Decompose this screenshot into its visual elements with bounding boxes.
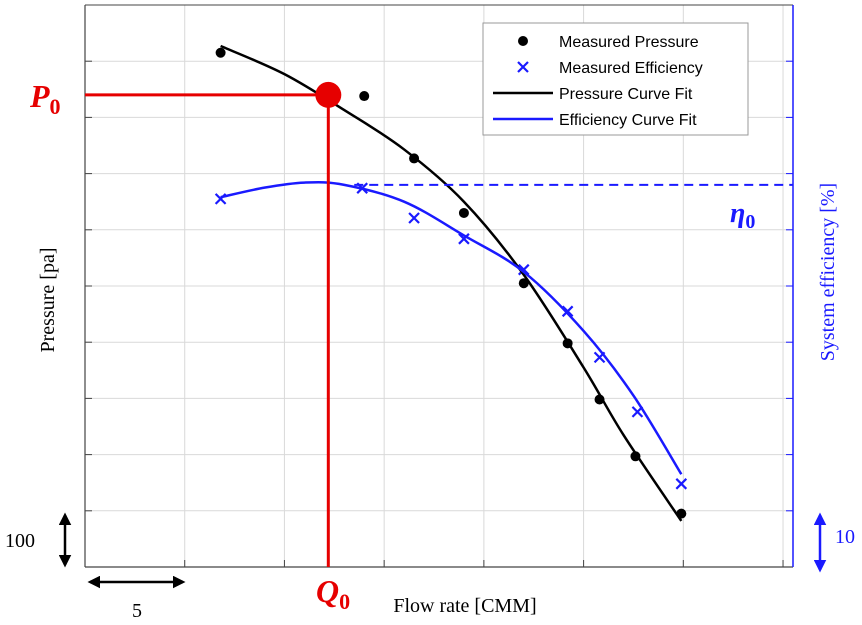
y2-axis-label: System efficiency [%] — [817, 183, 839, 361]
p0-label-sub: 0 — [50, 94, 61, 119]
data-point-efficiency — [517, 263, 530, 276]
y2-scale-bar: 10 — [813, 512, 855, 573]
q0-label-main: Q — [316, 573, 339, 609]
series-layer — [214, 44, 688, 522]
series-efficiency-curve-fit — [220, 181, 683, 475]
annotation-layer — [85, 81, 793, 567]
series-measured-efficiency — [214, 182, 688, 490]
p0-label-main: P — [29, 78, 50, 114]
eta0-label-sub: 0 — [745, 211, 755, 233]
p0-label: P0 — [29, 78, 61, 119]
y-scale-label: 100 — [5, 530, 35, 552]
eta0-label: η0 — [730, 198, 755, 233]
series-line-efficiency-curve-fit — [220, 181, 683, 475]
legend-label-efficiency-fit: Efficiency Curve Fit — [559, 112, 697, 129]
series-pressure-curve-fit — [220, 44, 683, 522]
legend-symbol-x — [517, 61, 529, 73]
operating-point-marker — [315, 81, 342, 108]
data-point-pressure — [359, 91, 370, 102]
data-point-efficiency — [458, 233, 470, 245]
legend-label-measured-pressure: Measured Pressure — [559, 34, 699, 51]
legend: Measured Pressure Measured Efficiency Pr… — [482, 22, 749, 136]
q0-label-sub: 0 — [339, 589, 350, 614]
data-point-efficiency — [561, 305, 574, 318]
x-scale-bar: 5 — [87, 575, 186, 622]
legend-symbols — [493, 36, 553, 121]
data-point-pressure — [215, 47, 226, 58]
x-axis-label: Flow rate [CMM] — [393, 595, 536, 617]
legend-symbol-dot — [518, 36, 528, 46]
q0-label: Q0 — [316, 573, 350, 614]
data-point-efficiency — [675, 478, 688, 490]
x-scale-label: 5 — [132, 600, 142, 622]
y-axis-label: Pressure [pa] — [37, 248, 59, 353]
data-point-pressure — [518, 278, 529, 289]
series-line-pressure-curve-fit — [220, 44, 683, 522]
data-point-pressure — [458, 207, 469, 218]
data-point-efficiency — [408, 212, 420, 224]
y2-scale-label: 10 — [835, 526, 855, 548]
y-scale-bar: 100 — [5, 512, 72, 568]
legend-label-measured-efficiency: Measured Efficiency — [559, 60, 703, 77]
legend-label-pressure-fit: Pressure Curve Fit — [559, 86, 693, 103]
plot-frame — [84, 4, 794, 568]
eta0-label-main: η — [730, 198, 745, 229]
